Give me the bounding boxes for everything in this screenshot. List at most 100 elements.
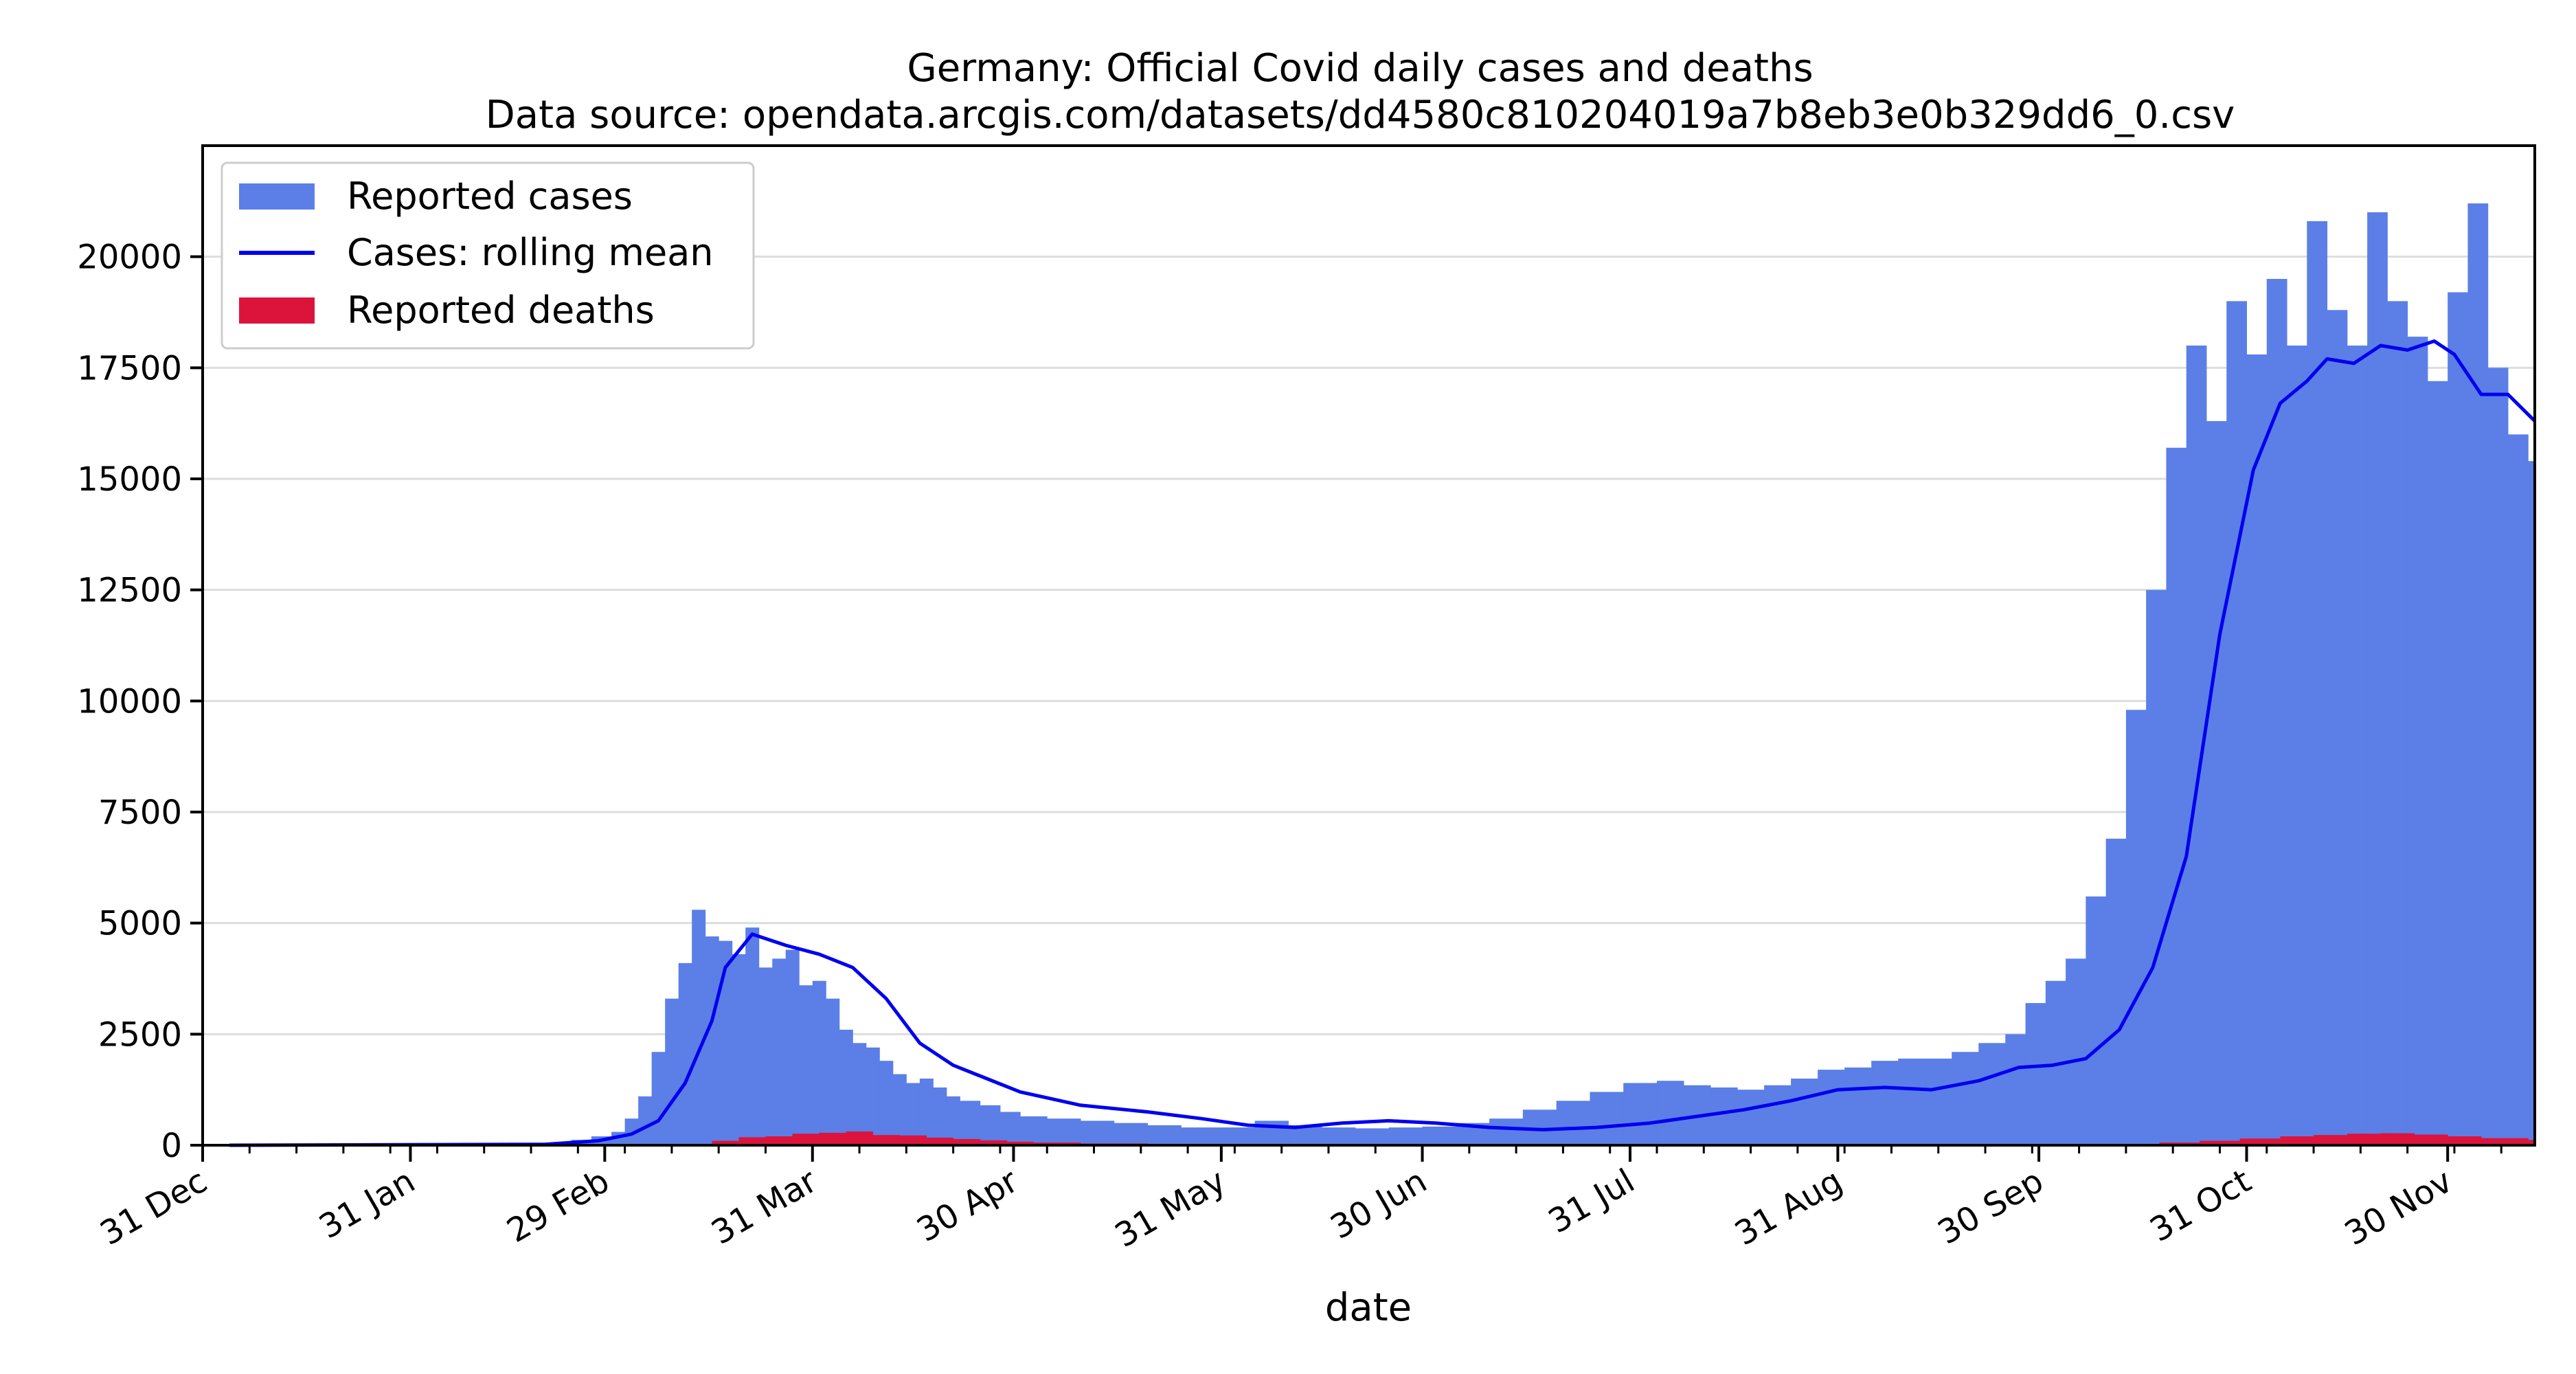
cases-bar: [732, 954, 746, 1145]
y-tick-label: 15000: [77, 460, 182, 499]
cases-bar: [2206, 420, 2227, 1145]
legend-label-mean: Cases: rolling mean: [347, 231, 714, 274]
cases-bar: [705, 936, 719, 1145]
deaths-bar: [2200, 1140, 2241, 1145]
cases-bar: [772, 958, 787, 1145]
cases-bar: [1214, 1127, 1256, 1145]
cases-bar: [1147, 1125, 1182, 1145]
cases-bar: [2146, 589, 2167, 1145]
cases-bar: [1114, 1123, 1149, 1145]
cases-bar: [1181, 1127, 1215, 1145]
cases-bar: [2166, 447, 2187, 1145]
cases-bar: [1388, 1127, 1423, 1145]
rolling-mean-line: [229, 339, 2536, 1147]
cases-bar: [2105, 838, 2127, 1145]
cases-bar: [1489, 1118, 1524, 1145]
cases-bar: [826, 998, 840, 1145]
cases-bar: [1978, 1043, 2006, 1145]
y-axis-ticks: 0 2500 5000 7500 10000 12500 15000 17500 20000: [77, 238, 203, 1165]
cases-bar: [2467, 203, 2489, 1146]
cases-bar: [2246, 354, 2268, 1145]
deaths-bar: [2414, 1134, 2448, 1145]
cases-bar: [1556, 1101, 1590, 1145]
deaths-bar: [738, 1137, 766, 1145]
cases-bar: [1844, 1067, 1872, 1145]
deaths-bar: [765, 1136, 793, 1145]
cases-bar: [2287, 346, 2307, 1145]
cases-bar: [799, 985, 813, 1145]
deaths-bar: [980, 1140, 1008, 1145]
cases-bar: [692, 910, 706, 1145]
y-tick-label: 17500: [77, 349, 182, 387]
cases-bar: [852, 1043, 867, 1145]
cases-bar: [785, 949, 800, 1145]
deaths-bar: [712, 1140, 739, 1145]
y-tick-label: 12500: [77, 572, 182, 610]
cases-bar: [624, 1118, 639, 1145]
deaths-bar: [792, 1134, 820, 1145]
x-axis-label: date: [1325, 1285, 1412, 1330]
cases-bar: [946, 1096, 960, 1145]
cases-bar: [1623, 1083, 1658, 1145]
deaths-bar: [926, 1138, 954, 1145]
deaths-bar: [2239, 1138, 2281, 1145]
chart-subtitle: Data source: opendata.arcgis.com/dataset…: [486, 93, 2235, 137]
cases-bar: [2086, 896, 2107, 1145]
legend-frame: [221, 161, 755, 350]
cases-bar: [651, 1052, 666, 1145]
cases-bar: [892, 1074, 907, 1145]
deaths-bar: [846, 1131, 874, 1145]
cases-bar: [678, 962, 692, 1145]
chart-title: Germany: Official Covid daily cases and …: [907, 46, 1813, 91]
cases-bar: [2407, 337, 2428, 1146]
deaths-bar: [2380, 1133, 2415, 1145]
cases-bar: [2125, 710, 2147, 1145]
cases-bar: [1925, 1058, 1952, 1145]
cases-bar: [906, 1083, 920, 1145]
cases-bar: [2427, 381, 2448, 1145]
y-tick-label: 5000: [98, 905, 182, 943]
deaths-bar: [899, 1135, 927, 1145]
cases-bar: [1355, 1128, 1390, 1145]
cases-bar: [812, 980, 826, 1145]
cases-bar: [1590, 1092, 1624, 1145]
legend-swatch-cases: [239, 183, 315, 210]
deaths-bar: [872, 1135, 901, 1145]
cases-bar: [719, 941, 733, 1145]
cases-bar: [2005, 1034, 2026, 1145]
deaths-bars: [685, 1131, 2534, 1145]
cases-bar: [2387, 301, 2408, 1145]
cases-bar: [2487, 368, 2509, 1146]
deaths-bar: [1006, 1141, 1035, 1145]
cases-bar: [2528, 461, 2534, 1145]
cases-bar: [1952, 1052, 1979, 1145]
deaths-bar: [2481, 1138, 2529, 1145]
legend: Reported cases Cases: rolling mean Repor…: [221, 161, 755, 350]
cases-bar: [758, 967, 773, 1145]
cases-bar: [2448, 292, 2468, 1145]
cases-bar: [1081, 1120, 1115, 1145]
deaths-bar: [2528, 1140, 2534, 1145]
cases-bar: [1020, 1116, 1048, 1145]
cases-bar: [2266, 279, 2287, 1145]
y-tick-label: 20000: [77, 238, 182, 277]
legend-swatch-deaths: [239, 297, 315, 324]
deaths-bar: [2280, 1136, 2314, 1145]
cases-bar: [919, 1079, 934, 1145]
plot-frame: [201, 144, 2536, 1147]
cases-bar: [745, 927, 760, 1145]
deaths-bar: [953, 1138, 981, 1145]
y-tick-label: 10000: [77, 682, 182, 721]
cases-bar: [999, 1112, 1021, 1145]
y-tick-label: 7500: [98, 793, 182, 832]
y-tick-label: 2500: [98, 1015, 182, 1054]
cases-bar: [1764, 1085, 1792, 1145]
cases-bar: [960, 1101, 981, 1145]
cases-bar: [1871, 1061, 1899, 1145]
cases-bar: [1422, 1126, 1456, 1145]
cases-bar: [866, 1047, 880, 1145]
deaths-bar: [2448, 1136, 2482, 1145]
cases-bar: [665, 998, 679, 1145]
cases-bar: [980, 1105, 1001, 1145]
